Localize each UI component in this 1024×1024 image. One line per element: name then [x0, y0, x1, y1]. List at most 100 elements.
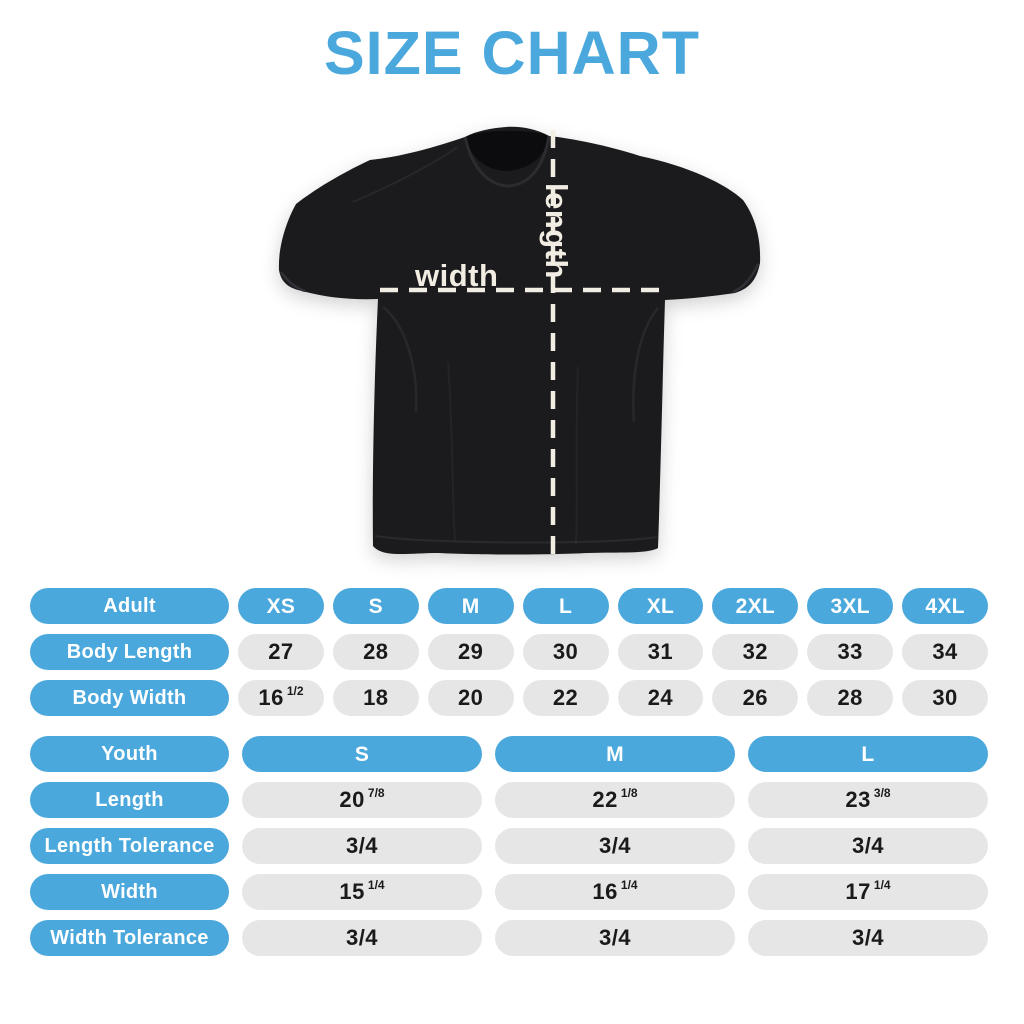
value-pill: 20: [427, 680, 514, 716]
value-pill: 24: [617, 680, 704, 716]
value-whole: 28: [363, 639, 389, 664]
row-label-pill: Width: [30, 874, 229, 910]
value-pill: 23 3/8: [748, 782, 988, 818]
value-whole: 15: [339, 879, 365, 904]
row-label-pill: Width Tolerance: [30, 920, 229, 956]
wrinkle: [575, 366, 579, 545]
size-header-pill: XS: [238, 588, 324, 624]
value-whole: 3/4: [851, 925, 885, 950]
value-whole: 3/4: [598, 833, 632, 858]
length-label: length: [539, 183, 574, 279]
value-whole: 22: [552, 685, 579, 710]
value-pill: 22: [522, 680, 609, 716]
value-pill: 27: [238, 634, 324, 670]
value-whole: 16: [258, 685, 284, 710]
value-whole: 24: [647, 685, 674, 710]
collar-opening: [465, 130, 549, 171]
value-pill: 16 1/2: [238, 680, 324, 716]
value-whole: 17: [845, 879, 871, 904]
bottom-hem-seam: [374, 535, 658, 544]
width-label: width: [415, 258, 499, 293]
value-pill: 18: [332, 680, 419, 716]
value-fraction: 1/4: [873, 878, 891, 892]
value-pill: 3/4: [748, 828, 988, 864]
value-whole: 22: [592, 787, 618, 812]
value-pill: 33: [807, 634, 894, 670]
value-fraction: 1/8: [620, 786, 638, 800]
value-fraction: 1/2: [286, 684, 304, 698]
value-whole: 20: [339, 787, 365, 812]
value-whole: 18: [363, 685, 389, 710]
size-header-pill: 3XL: [807, 588, 894, 624]
value-pill: 17 1/4: [748, 874, 988, 910]
value-whole: 3/4: [345, 833, 379, 858]
size-header-pill: 4XL: [902, 588, 988, 624]
size-header-pill: M: [495, 736, 735, 772]
wrinkle: [382, 306, 418, 413]
wrinkle: [632, 307, 659, 423]
value-pill: 26: [712, 680, 799, 716]
value-fraction: 1/4: [367, 878, 385, 892]
value-pill: 16 1/4: [495, 874, 735, 910]
size-header-pill: 2XL: [712, 588, 799, 624]
value-whole: 23: [845, 787, 871, 812]
row-group-header-pill: Youth: [30, 736, 229, 772]
row-label-pill: Body Length: [30, 634, 229, 670]
value-fraction: 1/4: [620, 878, 638, 892]
value-whole: 3/4: [345, 925, 379, 950]
row-group-header-pill: Adult: [30, 588, 229, 624]
size-header-pill: M: [427, 588, 514, 624]
value-pill: 30: [902, 680, 988, 716]
value-pill: 15 1/4: [242, 874, 482, 910]
value-pill: 28: [807, 680, 894, 716]
value-pill: 3/4: [495, 920, 735, 956]
size-header-pill: L: [522, 588, 609, 624]
value-whole: 26: [742, 685, 769, 710]
value-whole: 16: [592, 879, 618, 904]
value-whole: 3/4: [598, 925, 632, 950]
value-whole: 20: [457, 685, 484, 710]
value-pill: 3/4: [242, 828, 482, 864]
value-whole: 32: [742, 639, 769, 664]
tshirt-diagram: [248, 112, 768, 582]
value-pill: 31: [617, 634, 704, 670]
value-whole: 34: [932, 639, 958, 664]
collar-band-seam: [463, 135, 551, 188]
row-label-pill: Length Tolerance: [30, 828, 229, 864]
value-whole: 3/4: [851, 833, 885, 858]
youth-size-table: Youth S M L Length 20 7/8 22 1/8 23 3/8 Length Tole…: [30, 736, 988, 956]
value-pill: 22 1/8: [495, 782, 735, 818]
wrinkle: [352, 146, 459, 203]
value-pill: 3/4: [748, 920, 988, 956]
value-whole: 33: [837, 639, 863, 664]
row-label-pill: Body Width: [30, 680, 229, 716]
value-whole: 30: [552, 639, 579, 664]
tshirt-silhouette: [278, 126, 761, 555]
value-pill: 29: [427, 634, 514, 670]
wrinkle: [447, 361, 456, 543]
value-pill: 32: [712, 634, 799, 670]
value-whole: 29: [457, 639, 484, 664]
size-header-pill: S: [332, 588, 419, 624]
value-whole: 31: [647, 639, 674, 664]
value-pill: 28: [332, 634, 419, 670]
size-header-pill: S: [242, 736, 482, 772]
value-whole: 30: [932, 685, 958, 710]
adult-size-table: Adult XS S M L XL 2XL 3XL 4XL Body Length 27 28 29 30…: [30, 588, 988, 716]
size-header-pill: L: [748, 736, 988, 772]
value-pill: 3/4: [495, 828, 735, 864]
value-fraction: 7/8: [367, 786, 385, 800]
value-fraction: 3/8: [873, 786, 891, 800]
tshirt-illustration: [278, 126, 761, 560]
value-whole: 27: [268, 639, 294, 664]
value-pill: 3/4: [242, 920, 482, 956]
size-header-pill: XL: [617, 588, 704, 624]
value-whole: 28: [837, 685, 863, 710]
value-pill: 34: [902, 634, 988, 670]
left-sleeve-seam: [279, 271, 306, 293]
page-title: SIZE CHART: [324, 19, 700, 87]
value-pill: 20 7/8: [242, 782, 482, 818]
row-label-pill: Length: [30, 782, 229, 818]
value-pill: 30: [522, 634, 609, 670]
